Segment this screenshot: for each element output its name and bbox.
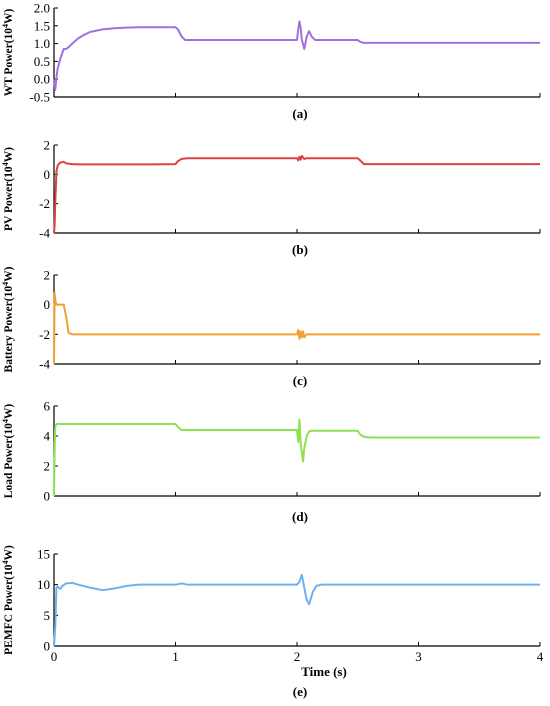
series-line [53, 418, 540, 497]
panel-caption: (c) [293, 373, 307, 388]
panel-caption: (a) [292, 106, 307, 121]
panel-caption: (b) [292, 242, 308, 257]
y-tick-label: -2 [39, 327, 50, 342]
panel-wt-power: -0.5 0.0 0.5 1.0 1.5 2.0 WT Power(104W) (a) [1, 1, 541, 121]
y-tick-label: 0 [44, 297, 51, 312]
panel-pemfc-power: 0 5 10 15 0 1 2 3 4 PEMFC Power(104W) Time (s) (e) [1, 545, 544, 699]
y-tick-label: 0.5 [34, 54, 50, 69]
y-axis-label: PEMFC Power(104W) [1, 545, 16, 655]
y-tick-label: -0.5 [29, 90, 50, 105]
panel-pv-power: -4 -2 0 2 PV Power(104W) (b) [1, 138, 541, 257]
y-tick-label: 2 [44, 268, 51, 283]
y-tick-label: -2 [39, 196, 50, 211]
panel-caption: (e) [293, 684, 307, 699]
series-line [53, 573, 540, 647]
y-axis-label: Battery Power(104W) [1, 266, 16, 372]
y-axis-label: WT Power(104W) [1, 8, 16, 96]
x-tick-label: 3 [415, 649, 422, 664]
y-tick-label: 0 [44, 639, 51, 654]
series-line [53, 155, 540, 234]
x-axis-label: Time (s) [301, 664, 347, 679]
x-tick-label: 1 [172, 649, 179, 664]
y-tick-label: 6 [44, 399, 51, 414]
x-tick-label: 4 [537, 649, 544, 664]
x-tick-label: 2 [294, 649, 301, 664]
y-tick-label: 0.0 [34, 72, 50, 87]
panel-caption: (d) [292, 509, 308, 524]
panel-load-power: 0 2 4 6 Load Power(104W) (d) [1, 399, 541, 524]
y-tick-label: -4 [39, 226, 50, 241]
y-tick-label: 0 [44, 489, 51, 504]
y-axis-label: Load Power(104W) [1, 404, 16, 499]
y-tick-label: 0 [44, 167, 51, 182]
y-tick-label: 1.0 [34, 36, 50, 51]
y-tick-label: 10 [37, 577, 50, 592]
y-tick-label: 4 [44, 429, 51, 444]
y-tick-label: 5 [44, 608, 51, 623]
panel-battery-power: -4 -2 0 2 Battery Power(104W) (c) [1, 266, 541, 388]
y-tick-label: 2 [44, 459, 51, 474]
x-tick-label: 0 [51, 649, 58, 664]
y-tick-label: 2 [44, 138, 51, 153]
series-line [53, 291, 540, 365]
y-tick-label: -4 [39, 357, 50, 372]
y-tick-label: 15 [37, 547, 50, 562]
y-axis-label: PV Power(104W) [1, 147, 16, 231]
y-tick-label: 1.5 [34, 18, 50, 33]
y-tick-label: 2.0 [34, 1, 50, 16]
series-line [53, 20, 540, 91]
